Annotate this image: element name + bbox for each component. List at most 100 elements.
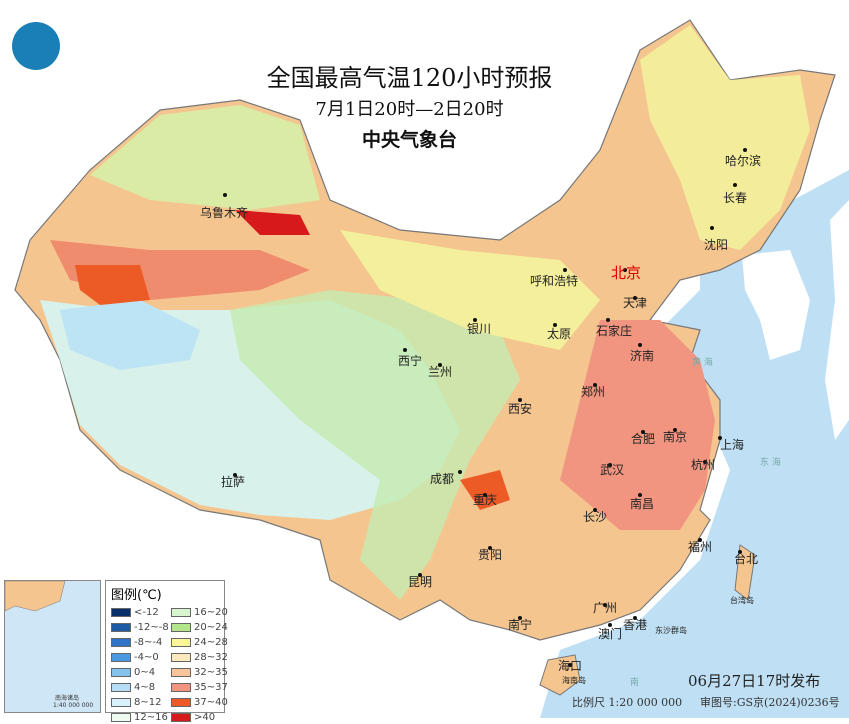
tarim-hottest [75, 265, 150, 305]
legend-swatch [171, 668, 191, 677]
city-marker [603, 603, 607, 607]
legend-label: 0~4 [134, 667, 156, 678]
city-marker [623, 268, 627, 272]
legend-label: 37~40 [194, 697, 228, 708]
north-yellow [340, 230, 600, 350]
plateau-cold [60, 300, 200, 370]
city-marker [518, 398, 522, 402]
city-label: 南昌 [630, 497, 655, 511]
city-label: 杭州 [691, 458, 716, 472]
city-marker [403, 348, 407, 352]
legend-item: 28~32 [171, 651, 229, 664]
legend-label: -4~0 [134, 652, 159, 663]
city-label: 福州 [688, 540, 713, 554]
south-china-sea-inset: 南海诸岛 1:40 000 000 [4, 580, 101, 713]
legend-label: 8~12 [134, 697, 162, 708]
city-label: 石家庄 [596, 324, 633, 338]
city-marker [641, 430, 645, 434]
inset-label: 南海诸岛 [55, 695, 80, 702]
city-label: 成都 [430, 472, 455, 486]
city-marker [223, 193, 227, 197]
city-marker [483, 493, 487, 497]
city-marker [593, 508, 597, 512]
legend-swatch [171, 638, 191, 647]
city-label: 海口 [558, 659, 583, 673]
legend-label: 16~20 [194, 607, 228, 618]
city-label: 拉萨 [221, 475, 246, 489]
legend-swatch [171, 623, 191, 632]
city-marker [473, 318, 477, 322]
legend: 图例(℃) <-12 16~20 -12~-8 20~24 -8~-4 24~28 -4~0… [105, 580, 228, 723]
legend-item: -4~0 [111, 651, 169, 664]
city-label: 上海 [720, 438, 745, 452]
city-marker [718, 436, 722, 440]
legend-item: 16~20 [171, 606, 229, 619]
legend-item: 20~24 [171, 621, 229, 634]
taiwan [734, 544, 756, 601]
city-label: 长春 [723, 191, 748, 205]
city-label: 南宁 [508, 618, 533, 632]
city-marker [418, 573, 422, 577]
label-taiwan: 台湾岛 [730, 596, 754, 605]
city-label: 昆明 [408, 575, 433, 589]
map-title: 全国最高气温120小时预报 [266, 64, 553, 92]
city-marker [488, 546, 492, 550]
legend-item: <-12 [111, 606, 169, 619]
legend-swatch [111, 698, 131, 707]
city-label: 南京 [663, 430, 688, 444]
issue-time: 06月27日17时发布 [688, 672, 821, 690]
city-marker [233, 473, 237, 477]
city-label: 乌鲁木齐 [200, 206, 249, 220]
cma-logo [12, 22, 60, 70]
legend-swatch [111, 683, 131, 692]
sea-label-yellow-sea: 黄 海 [692, 358, 713, 368]
city-marker [563, 268, 567, 272]
city-marker [606, 318, 610, 322]
legend-swatch [111, 653, 131, 662]
city-label: 广州 [593, 601, 618, 615]
label-hainan: 海南岛 [562, 676, 586, 685]
city-label: 台北 [734, 552, 759, 566]
legend-item: 24~28 [171, 636, 229, 649]
legend-label: 4~8 [134, 682, 156, 693]
legend-item: 0~4 [111, 666, 169, 679]
legend-swatch [111, 638, 131, 647]
city-marker [568, 663, 572, 667]
legend-label: -12~-8 [134, 622, 169, 633]
city-label: 长沙 [583, 510, 608, 524]
legend-item: 8~12 [111, 696, 169, 709]
city-marker [518, 616, 522, 620]
city-label: 澳门 [598, 627, 623, 641]
city-label: 武汉 [600, 463, 625, 477]
city-label: 太原 [547, 327, 572, 341]
forecast-period: 7月1日20时—2日20时 [315, 99, 504, 120]
city-marker [710, 226, 714, 230]
city-marker [733, 183, 737, 187]
legend-item: 35~37 [171, 681, 229, 694]
legend-swatch [171, 698, 191, 707]
legend-swatch [111, 623, 131, 632]
city-marker [608, 623, 612, 627]
legend-item: -12~-8 [111, 621, 169, 634]
map-approval-number: 审图号:GS京(2024)0236号 [700, 696, 840, 709]
city-marker [743, 148, 747, 152]
city-marker [553, 323, 557, 327]
city-label: 香港 [623, 618, 648, 632]
city-label: 银川 [467, 322, 492, 336]
city-label: 西安 [508, 402, 533, 416]
city-label: 贵阳 [478, 548, 503, 562]
city-marker [698, 538, 702, 542]
city-label: 沈阳 [704, 238, 729, 252]
legend-item: -8~-4 [111, 636, 169, 649]
legend-label: 24~28 [194, 637, 228, 648]
legend-swatch [111, 668, 131, 677]
city-label: 西宁 [398, 354, 423, 368]
turpan-hottest [235, 210, 310, 235]
city-label: 呼和浩特 [530, 274, 579, 288]
legend-swatch [111, 608, 131, 617]
korea [742, 250, 810, 360]
east-hot [560, 320, 715, 530]
green-zone [230, 290, 520, 600]
map-scale: 比例尺 1:20 000 000 [572, 696, 683, 709]
